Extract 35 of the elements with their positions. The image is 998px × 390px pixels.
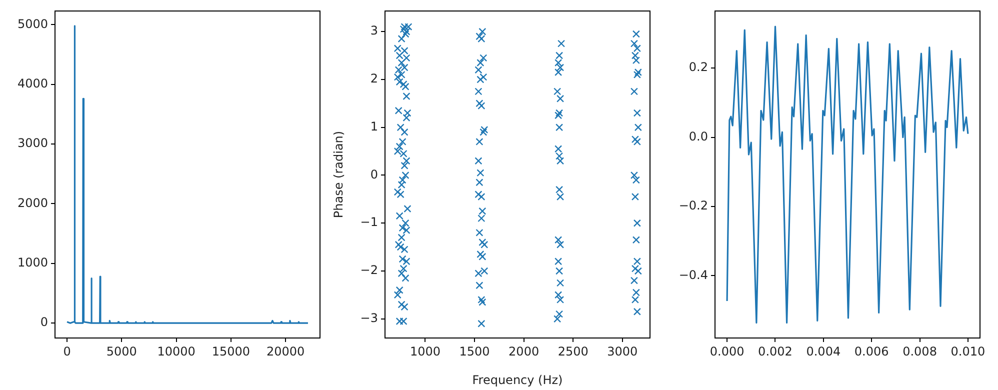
y-tick-label: −3 [360, 310, 378, 325]
y-tick-label: 2 [370, 72, 378, 86]
x-tick-label: 2000 [508, 344, 540, 358]
x-tick-label: 20000 [266, 344, 305, 358]
y-tick-label: 2000 [17, 196, 48, 210]
y-tick-label: −0.4 [678, 268, 708, 282]
x-tick-label: 0.008 [902, 344, 937, 358]
x-tick-label: 0.006 [854, 344, 889, 358]
y-tick-label: 0 [40, 315, 48, 330]
y-axis-title: Phase (radian) [331, 130, 346, 218]
y-tick-label: 1 [370, 119, 378, 134]
y-tick-label: 5000 [17, 16, 48, 31]
x-tick-label: 10000 [157, 344, 196, 358]
x-tick-label: 0.004 [806, 344, 841, 358]
x-tick-label: 1500 [459, 344, 490, 358]
x-tick-label: 0.010 [950, 344, 986, 358]
y-tick-label: −1 [360, 215, 378, 230]
y-tick-label: 0.2 [688, 60, 708, 74]
y-tick-label: 0 [370, 167, 378, 182]
y-tick-label: 0.0 [688, 129, 708, 144]
x-tick-label: 2500 [558, 344, 588, 358]
x-tick-label: 15000 [212, 344, 250, 358]
y-tick-label: 3 [370, 24, 378, 38]
x-tick-label: 0 [63, 344, 71, 358]
x-tick-label: 5000 [106, 344, 137, 358]
x-axis-title: Frequency (Hz) [472, 372, 563, 387]
y-tick-label: 1000 [17, 256, 48, 270]
y-tick-label: −2 [360, 263, 378, 278]
y-tick-label: 4000 [17, 76, 48, 91]
x-tick-label: 3000 [607, 344, 638, 358]
x-tick-label: 0.002 [758, 344, 792, 358]
y-tick-label: −0.2 [678, 198, 708, 213]
y-tick-label: 3000 [17, 136, 48, 150]
x-tick-label: 1000 [410, 344, 440, 358]
x-tick-label: 0.000 [710, 344, 744, 358]
